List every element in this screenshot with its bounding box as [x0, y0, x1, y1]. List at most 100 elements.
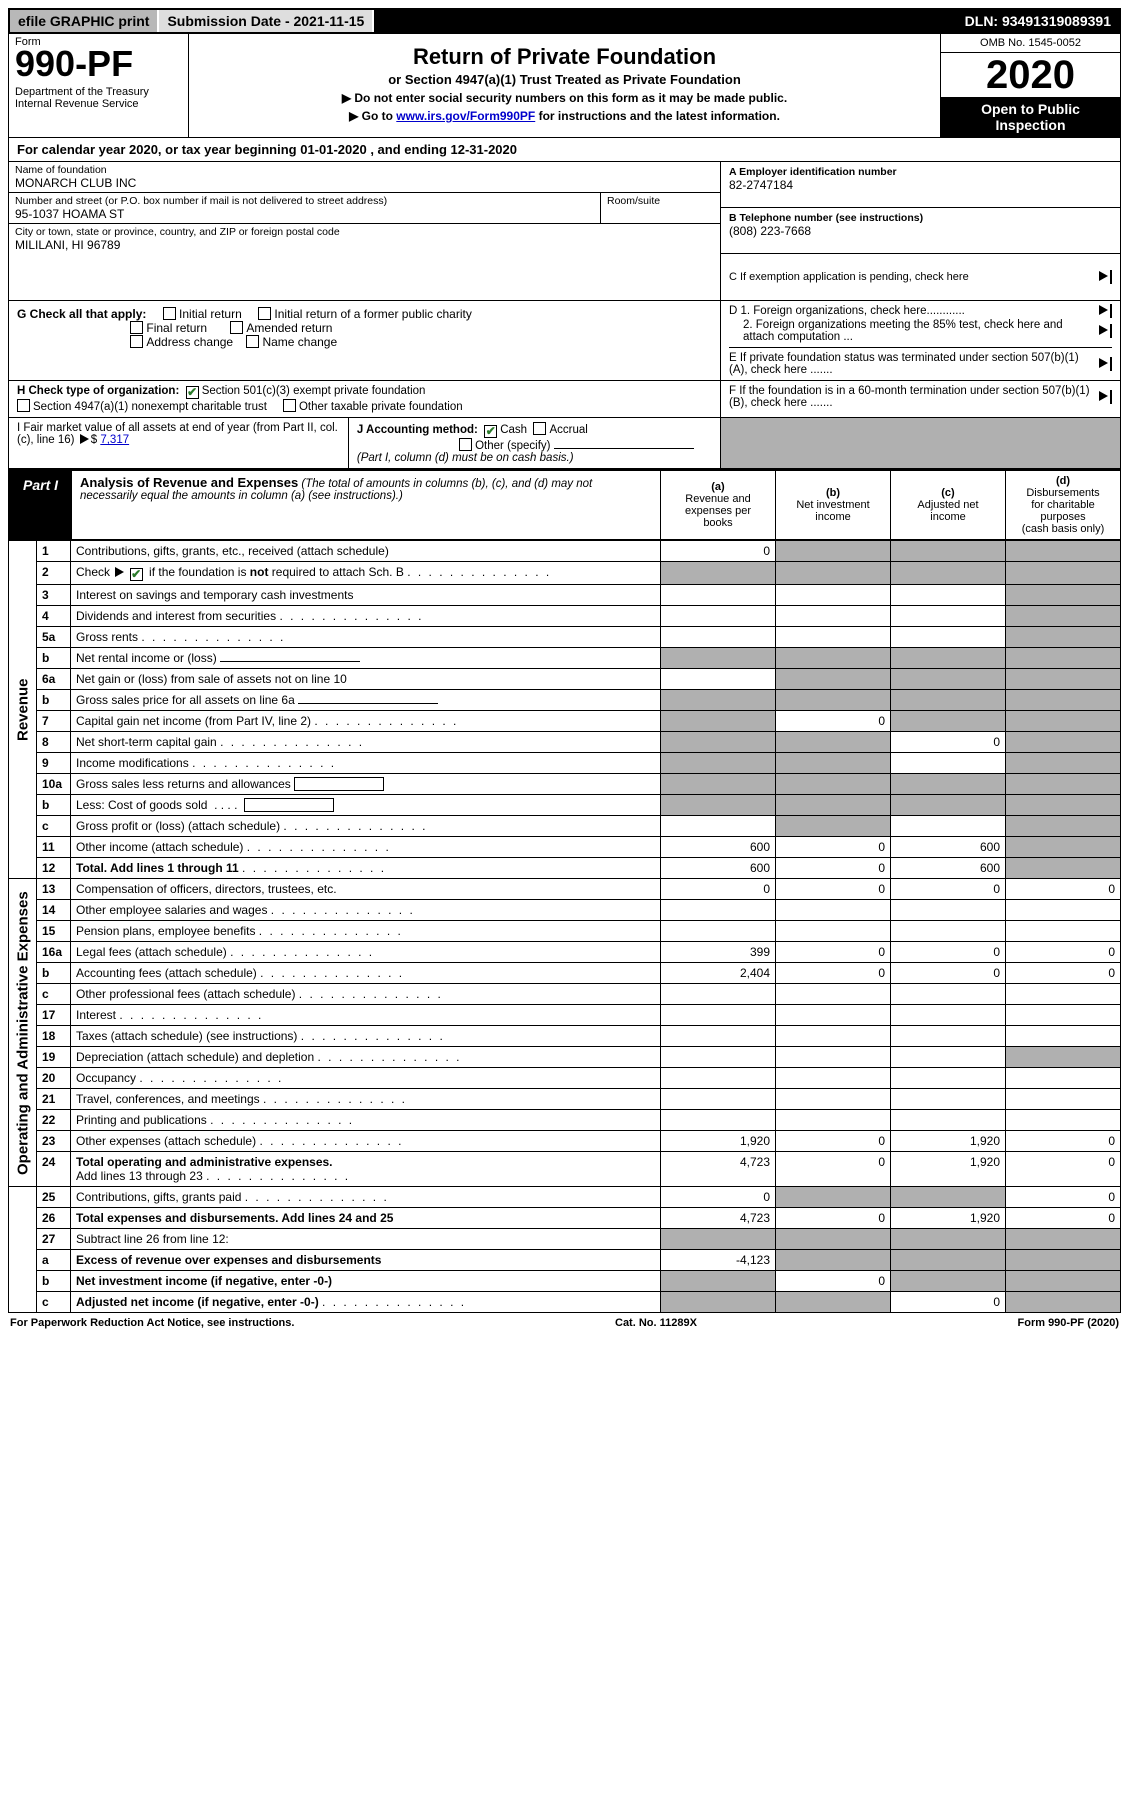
h-opt-2: Section 4947(a)(1) nonexempt charitable …: [33, 401, 267, 413]
amended-return-chk[interactable]: [230, 321, 243, 334]
line-num: 14: [37, 900, 71, 921]
amt-d: [1006, 648, 1121, 669]
inline-box[interactable]: [244, 798, 334, 812]
4947a1-chk[interactable]: [17, 399, 30, 412]
amt-a: [661, 585, 776, 606]
address-change-chk[interactable]: [130, 335, 143, 348]
other-specify-input[interactable]: [554, 448, 694, 449]
phone-label: B Telephone number (see instructions): [729, 212, 923, 224]
schb-chk[interactable]: [130, 568, 143, 581]
fmv-link[interactable]: 7,317: [100, 434, 129, 446]
city-cell: City or town, state or province, country…: [9, 224, 720, 254]
amt-c: [891, 562, 1006, 585]
final-return-chk[interactable]: [130, 321, 143, 334]
amt-d: [1006, 1026, 1121, 1047]
ij-row: I Fair market value of all assets at end…: [8, 418, 1121, 469]
other-method-chk[interactable]: [459, 438, 472, 451]
501c3-chk[interactable]: [186, 386, 199, 399]
table-row: aExcess of revenue over expenses and dis…: [9, 1250, 1121, 1271]
form-title: Return of Private Foundation: [199, 44, 930, 70]
amt-a: 600: [661, 837, 776, 858]
addr-cell: Number and street (or P.O. box number if…: [9, 193, 720, 224]
part1-table: Revenue 1 Contributions, gifts, grants, …: [8, 540, 1121, 1313]
amt-d: [1006, 984, 1121, 1005]
amt-b: [776, 648, 891, 669]
f-checkbox[interactable]: [1110, 390, 1112, 404]
line-desc: Net rental income or (loss): [71, 648, 661, 669]
i-block: I Fair market value of all assets at end…: [9, 418, 348, 468]
table-row: 19Depreciation (attach schedule) and dep…: [9, 1047, 1121, 1068]
amt-b: [776, 690, 891, 711]
table-row: cAdjusted net income (if negative, enter…: [9, 1292, 1121, 1313]
accrual-chk[interactable]: [533, 422, 546, 435]
amt-c: [891, 541, 1006, 562]
amt-d: [1006, 1292, 1121, 1313]
header-mid: Return of Private Foundation or Section …: [189, 34, 940, 137]
amt-b: [776, 984, 891, 1005]
inline-input[interactable]: [220, 661, 360, 662]
pointer-icon: [1099, 391, 1108, 401]
line-num: a: [37, 1250, 71, 1271]
efile-label[interactable]: efile GRAPHIC print: [10, 10, 159, 32]
e-checkbox[interactable]: [1110, 357, 1112, 371]
j-label: J Accounting method:: [357, 424, 478, 436]
amt-a: [661, 1047, 776, 1068]
line-desc: Depreciation (attach schedule) and deple…: [71, 1047, 661, 1068]
pointer-icon: [80, 434, 89, 444]
col-c-header: (c)Adjusted netincome: [890, 471, 1005, 539]
line-num: 24: [37, 1152, 71, 1187]
line-desc: Other expenses (attach schedule): [71, 1131, 661, 1152]
instructions-link[interactable]: www.irs.gov/Form990PF: [396, 109, 535, 123]
amt-b: [776, 1110, 891, 1131]
table-row: 2 Check if the foundation is not require…: [9, 562, 1121, 585]
amt-a: [661, 795, 776, 816]
amt-a: [661, 1068, 776, 1089]
initial-former-chk[interactable]: [258, 307, 271, 320]
open-to-public: Open to Public Inspection: [941, 97, 1120, 137]
line-desc: Legal fees (attach schedule): [71, 942, 661, 963]
d2-checkbox[interactable]: [1110, 324, 1112, 338]
pointer-icon: [1099, 271, 1108, 281]
ij-right-shade: [720, 418, 1120, 468]
amt-d: [1006, 921, 1121, 942]
line-num: 9: [37, 753, 71, 774]
cash-chk[interactable]: [484, 425, 497, 438]
instr2-suffix: for instructions and the latest informat…: [535, 109, 780, 123]
table-row: cGross profit or (loss) (attach schedule…: [9, 816, 1121, 837]
other-taxable-chk[interactable]: [283, 399, 296, 412]
amt-b: 0: [776, 1152, 891, 1187]
name-change-chk[interactable]: [246, 335, 259, 348]
line-num: 11: [37, 837, 71, 858]
inline-box[interactable]: [294, 777, 384, 791]
amt-a: [661, 690, 776, 711]
amt-b: [776, 669, 891, 690]
inline-input[interactable]: [298, 703, 438, 704]
entity-block: Name of foundation MONARCH CLUB INC Numb…: [8, 162, 1121, 301]
table-row: Revenue 1 Contributions, gifts, grants, …: [9, 541, 1121, 562]
calendar-year-row: For calendar year 2020, or tax year begi…: [8, 138, 1121, 162]
room-cell: Room/suite: [600, 193, 720, 223]
line-num: 16a: [37, 942, 71, 963]
initial-return-chk[interactable]: [163, 307, 176, 320]
d1-checkbox[interactable]: [1110, 304, 1112, 318]
f-block: F If the foundation is in a 60-month ter…: [720, 381, 1120, 417]
part1-title: Analysis of Revenue and Expenses: [80, 475, 298, 490]
j-cash: Cash: [500, 424, 527, 436]
amt-b: [776, 1047, 891, 1068]
amt-d: [1006, 1271, 1121, 1292]
line-desc: Gross sales price for all assets on line…: [71, 690, 661, 711]
amt-d: [1006, 795, 1121, 816]
line-num: 22: [37, 1110, 71, 1131]
part1-tab: Part I: [9, 471, 72, 539]
c-checkbox[interactable]: [1110, 270, 1112, 284]
footer-cat-no: Cat. No. 11289X: [615, 1317, 697, 1329]
amt-d: 0: [1006, 1187, 1121, 1208]
j-accrual: Accrual: [549, 424, 587, 436]
d-block: D 1. Foreign organizations, check here..…: [720, 301, 1120, 380]
city-label: City or town, state or province, country…: [15, 226, 714, 238]
amt-c: 600: [891, 858, 1006, 879]
amt-a: [661, 1026, 776, 1047]
g-opt-3: Amended return: [246, 321, 332, 335]
amt-b: 0: [776, 1131, 891, 1152]
line-desc: Check if the foundation is not required …: [71, 562, 661, 585]
